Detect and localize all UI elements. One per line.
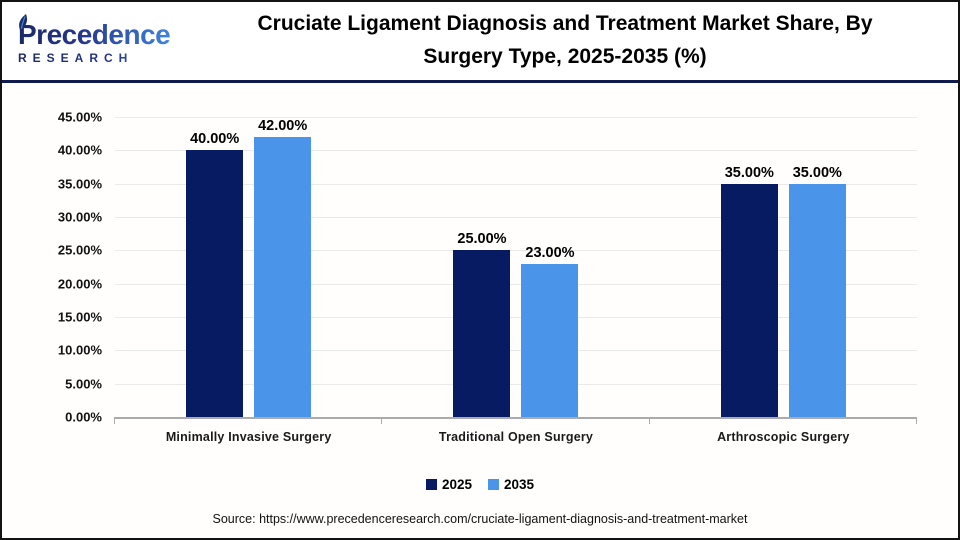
gridline <box>115 217 917 218</box>
bar-2035 <box>788 183 846 417</box>
y-axis-tick-label: 15.00% <box>57 309 102 325</box>
chart-title: Cruciate Ligament Diagnosis and Treatmen… <box>257 12 873 68</box>
legend-swatch <box>425 479 437 490</box>
bar-2035 <box>254 137 312 417</box>
bar-2025 <box>186 150 244 417</box>
bar-2035 <box>521 263 579 417</box>
leaf-icon <box>19 14 28 30</box>
x-axis-tick <box>114 417 115 424</box>
legend-item: 2035 <box>488 477 534 492</box>
y-axis-tick-label: 25.00% <box>57 242 102 258</box>
bar-column: 35.00% <box>720 117 778 417</box>
y-axis-tick-label: 5.00% <box>65 376 102 392</box>
bar-value-label: 35.00% <box>724 164 774 181</box>
x-axis-labels: Minimally Invasive Surgery Traditional Op… <box>115 430 917 446</box>
brand-subtitle: RESEARCH <box>18 51 186 65</box>
category-label: Minimally Invasive Surgery <box>165 430 332 444</box>
chart-legend: 2025 2035 <box>2 477 958 492</box>
plot-area: 40.00% 42.00% 25.00% 23.00% 35.00% 35.00% <box>114 117 917 424</box>
y-axis-tick-label: 45.00% <box>57 109 102 125</box>
brand-row: Precedence <box>18 14 186 50</box>
legend-item: 2025 <box>425 477 472 492</box>
bar-value-label: 35.00% <box>792 164 842 181</box>
category-label: Arthroscopic Surgery <box>717 430 850 444</box>
bar-column: 42.00% <box>254 117 312 417</box>
bar-2025 <box>720 183 778 417</box>
source-text: Source: https://www.precedenceresearch.c… <box>212 512 748 526</box>
bar-group: 25.00% 23.00% <box>382 117 649 417</box>
y-axis-tick-label: 40.00% <box>57 142 102 158</box>
y-axis-tick-label: 35.00% <box>57 176 102 192</box>
bar-column: 23.00% <box>521 117 579 417</box>
gridline <box>115 150 917 152</box>
bar-value-label: 25.00% <box>457 231 507 248</box>
legend-label: 2025 <box>441 477 472 492</box>
gridline <box>115 117 917 118</box>
brand-name: Precedence <box>18 19 171 50</box>
y-axis-labels: 0.00% 5.00% 10.00% 15.00% 20.00% 25.00% 30.00%… <box>2 110 102 425</box>
gridline <box>115 250 917 252</box>
brand-logo: Precedence RESEARCH <box>18 14 186 65</box>
bar-group: 35.00% 35.00% <box>650 117 917 417</box>
x-axis-tick <box>381 417 383 424</box>
legend-swatch <box>488 479 499 490</box>
header: Precedence RESEARCH Cruciate Ligament Di… <box>2 2 958 83</box>
y-axis-tick-label: 20.00% <box>57 276 102 292</box>
bar-column: 25.00% <box>453 117 511 417</box>
bar-value-label: 42.00% <box>258 118 308 134</box>
gridline <box>115 283 917 285</box>
bar-value-label: 40.00% <box>190 131 240 148</box>
legend-label: 2035 <box>504 477 535 492</box>
x-axis-tick <box>648 417 650 424</box>
gridline <box>115 317 917 318</box>
gridline <box>115 183 917 185</box>
chart-section: 0.00% 5.00% 10.00% 15.00% 20.00% 25.00% 30.00%… <box>2 83 958 536</box>
bar-column: 35.00% <box>788 117 846 417</box>
y-axis-tick-label: 30.00% <box>57 209 102 225</box>
x-axis-tick <box>916 417 917 424</box>
bar-group: 40.00% 42.00% <box>115 117 382 417</box>
gridline <box>115 383 917 385</box>
category-label: Traditional Open Surgery <box>438 430 594 444</box>
y-axis-tick-label: 10.00% <box>57 342 102 358</box>
bar-value-label: 23.00% <box>525 244 575 261</box>
page-title: Cruciate Ligament Diagnosis and Treatmen… <box>186 8 944 73</box>
bar-2025 <box>453 250 511 417</box>
y-axis-tick-label: 0.00% <box>65 409 102 425</box>
bar-column: 40.00% <box>186 117 244 417</box>
gridline <box>115 350 917 352</box>
